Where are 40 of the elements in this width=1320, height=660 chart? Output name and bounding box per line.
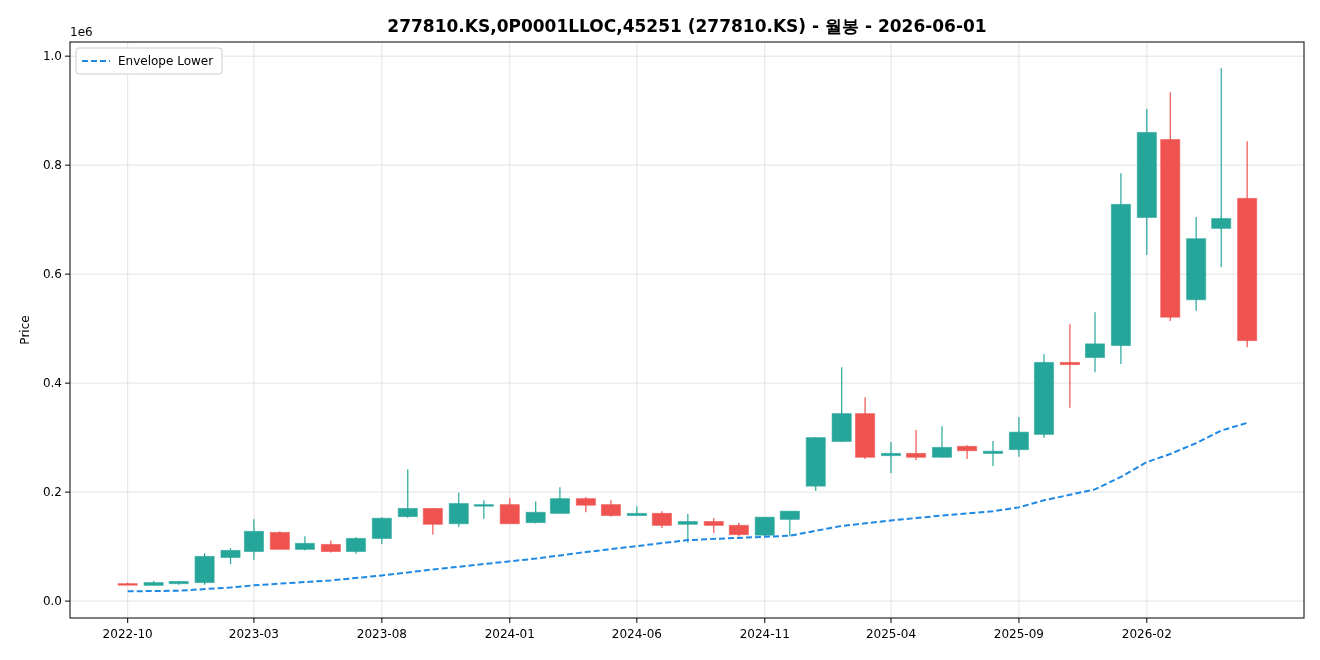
x-tick-label: 2026-02 [1121,627,1172,641]
y-tick-label: 0.0 [42,594,62,609]
x-tick-label: 2024-06 [611,627,662,641]
candlestick [1008,416,1029,458]
x-tick-label: 2022-10 [102,627,153,641]
x-tick-label: 2025-04 [865,627,917,641]
candlestick [397,468,418,519]
x-tick-label: 2024-01 [484,627,535,641]
candlestick [243,518,264,561]
candlestick [473,499,494,520]
candlestick [957,444,978,460]
legend-label: Envelope Lower [118,54,214,68]
candlestick [906,429,927,461]
candlestick [371,516,392,545]
y-tick-label: 0.6 [42,267,62,282]
candlestick [499,497,520,525]
y-axis-title: Price [18,315,32,345]
candlestick [880,441,902,474]
legend: Envelope Lower [75,47,223,75]
candlestick [1084,311,1106,373]
candlestick [422,507,443,536]
x-tick-label: 2024-11 [739,627,790,641]
line-series [126,421,1249,593]
candlestick [677,513,698,544]
candlestick [982,440,1004,467]
candlestick [779,510,800,537]
chart-title: 277810.KS,0P0001LLOC,45251 (277810.KS) - 월봉 - 2026-06-01 [387,16,987,36]
x-tick-label: 2023-08 [356,627,407,641]
candlestick [549,486,570,515]
candlestick [1059,323,1080,409]
candlestick [931,425,953,459]
y-tick-label: 1.0 [42,49,62,64]
x-tick-label: 2023-03 [228,627,279,641]
y-tick-label: 0.8 [42,158,62,173]
candlestick [448,492,469,528]
candlestick [1211,67,1232,268]
x-tick-label: 2025-09 [993,627,1044,641]
y-tick-label: 0.2 [42,485,62,500]
y-tick-label: 0.4 [42,376,62,391]
text: 1e6 [70,25,93,39]
